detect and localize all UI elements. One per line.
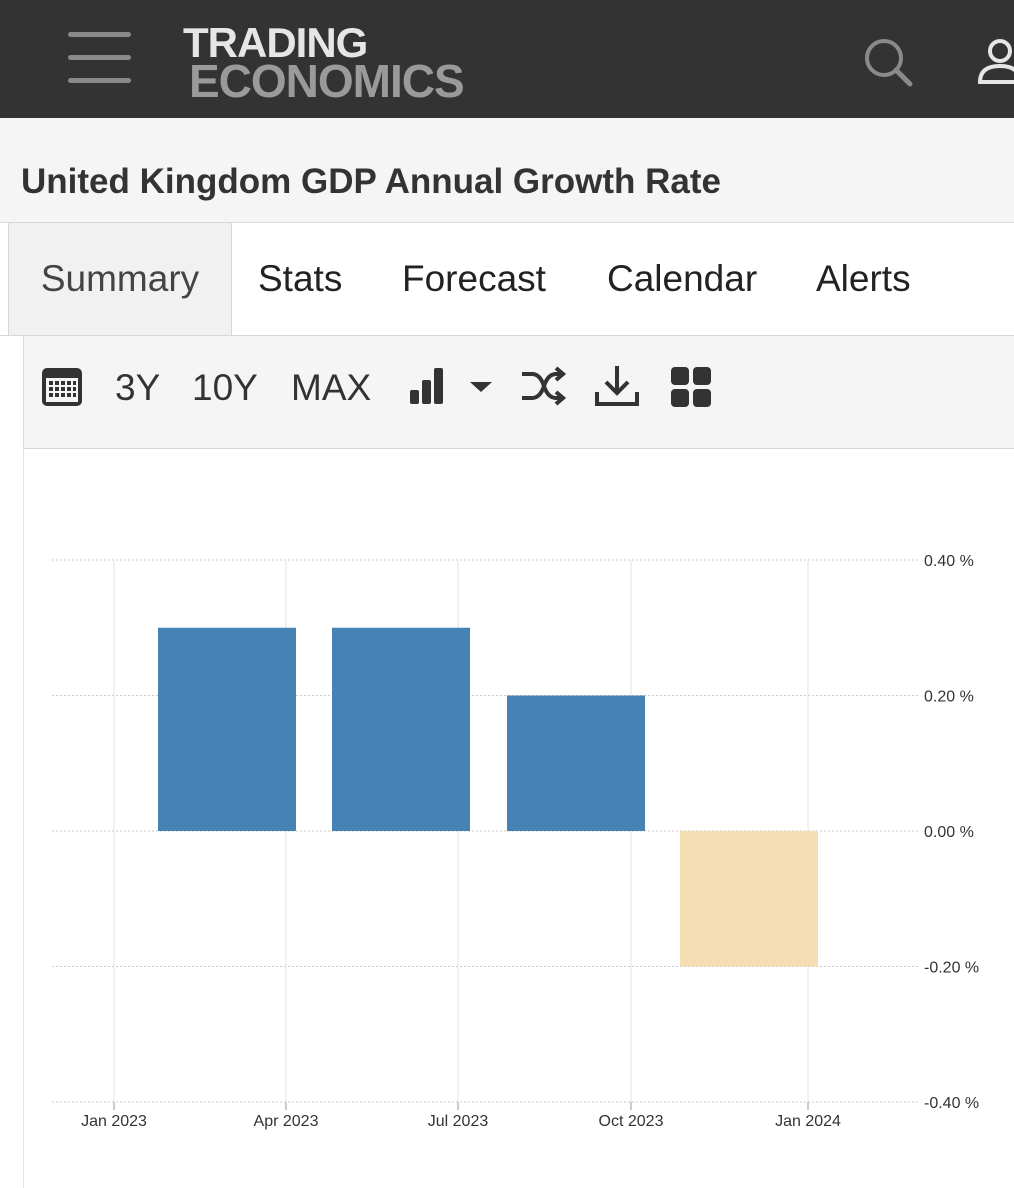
- bar-2023-q3[interactable]: [507, 695, 645, 832]
- range-max-button[interactable]: MAX: [291, 367, 372, 408]
- bar-2023-q1[interactable]: [158, 627, 296, 831]
- top-bar: TRADING ECONOMICS: [0, 0, 1014, 118]
- tab-forecast[interactable]: Forecast: [402, 258, 546, 299]
- y-tick-label: -0.20 %: [924, 960, 979, 977]
- tab-alerts[interactable]: Alerts: [816, 258, 911, 299]
- tab-calendar[interactable]: Calendar: [607, 258, 758, 299]
- y-tick-label: 0.40 %: [924, 553, 974, 570]
- grid-icon[interactable]: [670, 366, 712, 408]
- bar-chart-icon[interactable]: [408, 366, 448, 406]
- logo-line-1: TRADING: [183, 19, 368, 66]
- x-tick-label: Jan 2023: [81, 1113, 147, 1130]
- gdp-growth-chart: 0.40 % 0.20 % 0.00 % -0.20 % -0.40 % Jan 202…: [52, 553, 979, 1130]
- search-icon[interactable]: [862, 36, 914, 88]
- tab-bar: Summary Stats Forecast Calendar Alerts: [0, 223, 1014, 336]
- user-icon[interactable]: [978, 38, 1014, 84]
- logo-line-2: ECONOMICS: [189, 55, 465, 107]
- bar-2023-q2[interactable]: [332, 627, 470, 831]
- calendar-icon[interactable]: [40, 366, 84, 408]
- chart-toolbar: 3Y 10Y MAX: [23, 336, 1014, 449]
- y-tick-label: 0.20 %: [924, 689, 974, 706]
- y-tick-label: 0.00 %: [924, 824, 974, 841]
- title-bar: [0, 118, 1014, 223]
- caret-down-icon[interactable]: [468, 380, 494, 394]
- hamburger-menu-icon[interactable]: [68, 32, 131, 84]
- y-tick-label: -0.40 %: [924, 1095, 979, 1112]
- x-tick-label: Apr 2023: [254, 1113, 319, 1130]
- page-title: United Kingdom GDP Annual Growth Rate: [21, 162, 721, 201]
- chart-bars: [158, 627, 818, 967]
- content-border: [23, 449, 24, 1188]
- x-tick-label: Jan 2024: [775, 1113, 841, 1130]
- x-tick-label: Oct 2023: [599, 1113, 664, 1130]
- shuffle-icon[interactable]: [520, 366, 566, 406]
- x-axis-labels: Jan 2023 Apr 2023 Jul 2023 Oct 2023 Jan 2024: [81, 1113, 841, 1130]
- download-icon[interactable]: [594, 364, 640, 408]
- x-tick-label: Jul 2023: [428, 1113, 489, 1130]
- logo[interactable]: TRADING ECONOMICS: [183, 19, 465, 107]
- range-10y-button[interactable]: 10Y: [192, 367, 258, 408]
- range-3y-button[interactable]: 3Y: [115, 367, 161, 408]
- bar-2023-q4[interactable]: [680, 831, 818, 967]
- tab-stats[interactable]: Stats: [258, 258, 343, 299]
- tab-summary[interactable]: Summary: [8, 223, 232, 335]
- y-axis-labels: 0.40 % 0.20 % 0.00 % -0.20 % -0.40 %: [924, 553, 979, 1112]
